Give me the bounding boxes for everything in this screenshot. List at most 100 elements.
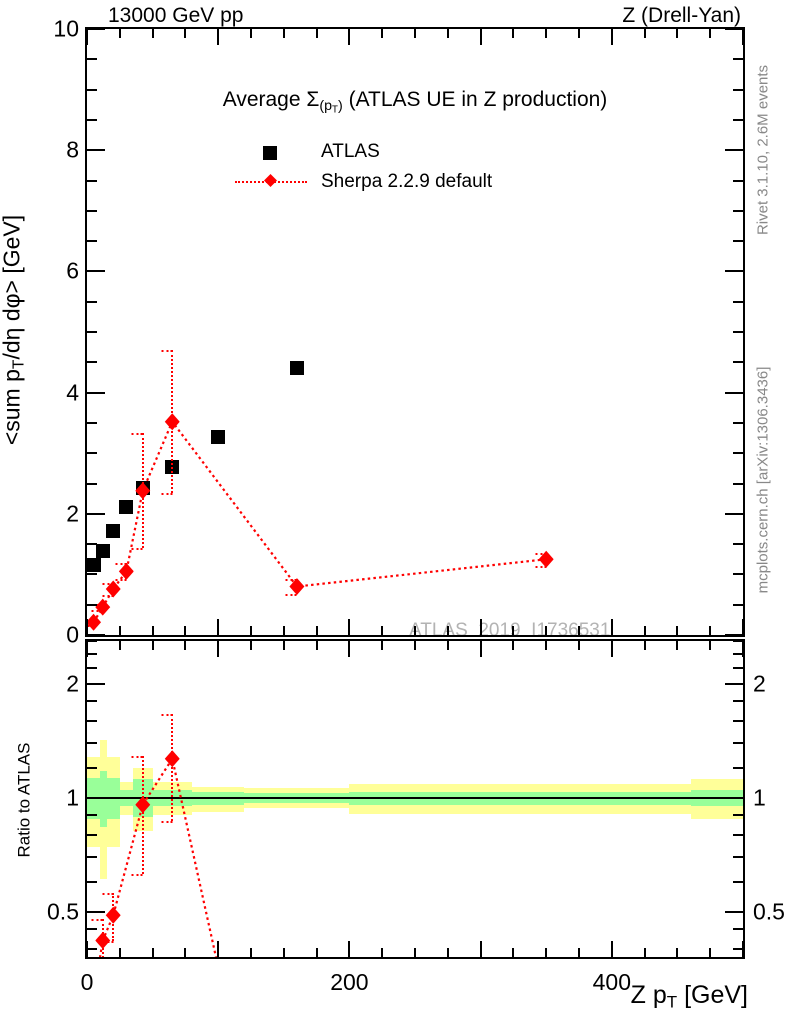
y-tick-ratio — [87, 641, 97, 642]
x-tick-main-top — [250, 29, 252, 38]
x-tick-ratio-top — [414, 641, 416, 650]
x-tick-main — [87, 619, 88, 635]
x-tick-main — [742, 619, 743, 635]
y-tick-label-ratio-right: 2 — [753, 670, 766, 697]
x-tick-ratio — [87, 941, 88, 957]
analysis-watermark: ATLAS_2019_I1736531 — [409, 620, 611, 635]
data-point-atlas — [289, 360, 304, 375]
y-tick-main-right — [725, 270, 743, 273]
x-tick-ratio-top — [446, 641, 449, 650]
x-tick-ratio-top — [118, 641, 121, 650]
x-tick-main-top — [545, 29, 548, 38]
data-point-atlas — [95, 544, 110, 559]
x-tick-main — [676, 626, 679, 635]
x-tick-ratio-top — [545, 641, 548, 650]
x-tick-ratio-top — [643, 641, 646, 650]
x-tick-main-top — [348, 29, 351, 45]
x-tick-ratio — [709, 948, 712, 957]
x-tick-ratio — [315, 948, 318, 957]
y-tick-ratio — [87, 741, 97, 744]
y-tick-main — [87, 88, 97, 91]
x-tick-ratio — [643, 948, 646, 957]
y-tick-ratio-right — [725, 683, 743, 686]
error-cap-sherpa — [91, 610, 103, 613]
y-tick-main — [87, 58, 97, 61]
x-tick-main-top — [578, 29, 580, 38]
x-tick-ratio — [151, 948, 154, 957]
y-tick-main-right — [733, 361, 743, 364]
y-tick-ratio — [87, 700, 97, 703]
legend-item-atlas: ATLAS — [235, 137, 492, 167]
x-tick-ratio — [348, 941, 351, 957]
y-tick-label-main: 10 — [53, 15, 79, 42]
y-tick-main-right — [733, 58, 743, 61]
data-point-sherpa — [289, 578, 305, 596]
error-cap-sherpa — [131, 548, 143, 551]
error-bar-ratio — [171, 713, 174, 821]
y-tick-ratio-right — [733, 880, 743, 883]
x-tick-ratio-top — [676, 641, 679, 650]
y-tick-ratio — [87, 667, 97, 670]
main-plot-panel: Average Σ(pT) (ATLAS UE in Z production)… — [85, 27, 745, 637]
y-tick-main-right — [733, 118, 743, 121]
y-tick-ratio-right — [733, 833, 743, 836]
legend-label-atlas: ATLAS — [321, 141, 380, 162]
x-tick-main — [414, 626, 416, 635]
rivet-credit: Rivet 3.1.10, 2.6M events — [754, 64, 772, 236]
y-tick-ratio-right — [733, 719, 743, 722]
mcplots-credit: mcplots.cern.ch [arXiv:1306.3436] — [754, 366, 772, 594]
y-tick-ratio — [87, 797, 105, 799]
x-tick-main-top — [414, 29, 416, 38]
x-tick-main-top — [381, 29, 384, 38]
y-tick-ratio-right — [725, 797, 743, 799]
x-tick-ratio-top — [282, 641, 285, 650]
x-tick-main-top — [676, 29, 679, 38]
x-tick-ratio-top — [381, 641, 384, 650]
y-tick-main-right — [725, 512, 743, 515]
y-tick-main — [87, 209, 97, 212]
y-tick-main-right — [733, 603, 743, 606]
data-point-atlas — [87, 558, 101, 573]
y-tick-main-right — [733, 543, 743, 546]
x-tick-ratio — [381, 948, 384, 957]
x-tick-main — [315, 626, 318, 635]
y-tick-main-right — [733, 179, 743, 182]
y-tick-main-right — [725, 634, 743, 635]
y-tick-main — [87, 634, 105, 635]
y-tick-main — [87, 270, 105, 273]
ratio-reference-line — [87, 797, 743, 799]
y-tick-ratio-right — [733, 641, 743, 642]
x-tick-main-top — [282, 29, 285, 38]
data-point-ratio — [135, 796, 151, 814]
x-tick-main-top — [512, 29, 515, 38]
y-tick-main-right — [733, 88, 743, 91]
data-point-sherpa — [538, 550, 554, 568]
x-tick-ratio — [676, 948, 679, 957]
error-cap-sherpa — [131, 433, 143, 436]
y-tick-main — [87, 391, 105, 394]
y-tick-ratio — [87, 910, 105, 913]
data-point-sherpa — [118, 562, 134, 580]
y-tick-ratio-right — [725, 910, 743, 913]
y-tick-main — [87, 361, 97, 364]
x-tick-ratio-top — [610, 641, 613, 657]
y-tick-ratio — [87, 767, 97, 770]
y-tick-main-right — [733, 300, 743, 303]
sherpa-connector-line — [92, 419, 547, 623]
error-cap-sherpa — [102, 595, 114, 597]
y-tick-ratio-right — [733, 700, 743, 703]
y-tick-label-ratio: 0.5 — [47, 898, 79, 925]
error-cap-sherpa — [285, 594, 297, 597]
x-tick-main-top — [446, 29, 449, 38]
legend-item-sherpa: Sherpa 2.2.9 default — [235, 167, 492, 197]
x-tick-ratio-top — [742, 641, 743, 657]
process-label: Z (Drell-Yan) — [622, 4, 741, 27]
y-tick-label-ratio: 1 — [66, 784, 79, 811]
y-tick-label-main: 0 — [66, 621, 79, 648]
y-tick-label-main: 6 — [66, 257, 79, 284]
y-tick-main — [87, 603, 97, 606]
x-tick-main — [184, 626, 187, 635]
y-tick-ratio — [87, 855, 97, 858]
y-tick-main-right — [733, 209, 743, 212]
data-point-sherpa — [164, 413, 180, 431]
